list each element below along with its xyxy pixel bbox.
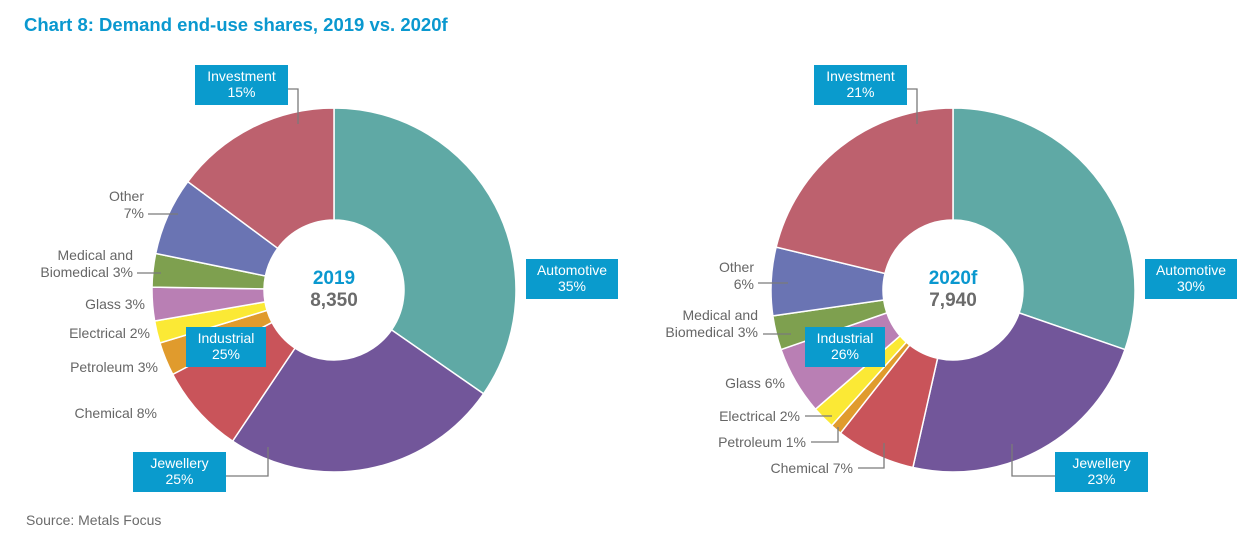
- label-category: Industrial: [198, 330, 255, 346]
- slice-jewellery: [231, 328, 485, 473]
- data-label-other: Other: [719, 259, 754, 275]
- label-value: 25%: [212, 346, 240, 362]
- label-box: [805, 327, 885, 367]
- leader-line-jewellery: [1011, 444, 1055, 477]
- label-value: 30%: [1177, 278, 1205, 294]
- label-box: [186, 327, 266, 367]
- slice-automotive: [333, 107, 517, 395]
- label-box: [1145, 259, 1237, 299]
- data-label-chemical: Chemical 7%: [771, 460, 853, 476]
- label-value: 35%: [558, 278, 586, 294]
- leader-line-investment: [907, 88, 918, 124]
- data-label-medical: Medical and: [683, 307, 759, 323]
- center-year-label: 2019: [313, 268, 355, 289]
- slice-automotive: [952, 107, 1136, 351]
- data-label-other: Other: [109, 188, 144, 204]
- leader-line-investment: [288, 88, 299, 124]
- center-total-value: 8,350: [310, 290, 358, 311]
- leader-line-chemical: [858, 443, 885, 469]
- label-category: Industrial: [817, 330, 874, 346]
- slice-investment: [775, 107, 954, 275]
- label-value: 15%: [227, 84, 255, 100]
- data-label-other: 7%: [124, 205, 144, 221]
- label-box: [195, 65, 288, 105]
- leader-line-petroleum: [811, 427, 839, 443]
- label-box: [526, 259, 618, 299]
- data-label-glass: Glass 6%: [725, 375, 785, 391]
- leader-line-jewellery: [226, 447, 269, 477]
- label-value: 25%: [165, 471, 193, 487]
- center-year-label: 2020f: [929, 268, 978, 289]
- chart-title: Chart 8: Demand end-use shares, 2019 vs.…: [24, 14, 448, 35]
- label-box: [133, 452, 226, 492]
- label-box: [1055, 452, 1148, 492]
- label-value: 26%: [831, 346, 859, 362]
- data-label-glass: Glass 3%: [85, 296, 145, 312]
- data-label-petroleum: Petroleum 1%: [718, 434, 806, 450]
- donut-chart-2019: 20198,350Automotive35%Jewellery25%Invest…: [40, 65, 618, 492]
- data-label-electrical: Electrical 2%: [69, 325, 150, 341]
- data-label-medical: Biomedical 3%: [665, 324, 758, 340]
- data-label-electrical: Electrical 2%: [719, 408, 800, 424]
- source-note: Source: Metals Focus: [26, 512, 162, 528]
- slice-jewellery: [912, 311, 1126, 473]
- slice-investment: [186, 107, 335, 250]
- data-label-petroleum: Petroleum 3%: [70, 359, 158, 375]
- center-total-value: 7,940: [929, 290, 977, 311]
- label-value: 21%: [846, 84, 874, 100]
- label-category: Investment: [826, 68, 895, 84]
- data-label-medical: Medical and: [58, 247, 134, 263]
- data-label-chemical: Chemical 8%: [75, 405, 157, 421]
- label-category: Automotive: [1156, 262, 1226, 278]
- label-category: Jewellery: [150, 455, 208, 471]
- label-box: [814, 65, 907, 105]
- data-label-medical: Biomedical 3%: [40, 264, 133, 280]
- data-label-other: 6%: [734, 276, 754, 292]
- label-category: Automotive: [537, 262, 607, 278]
- label-category: Jewellery: [1072, 455, 1130, 471]
- label-category: Investment: [207, 68, 276, 84]
- label-value: 23%: [1087, 471, 1115, 487]
